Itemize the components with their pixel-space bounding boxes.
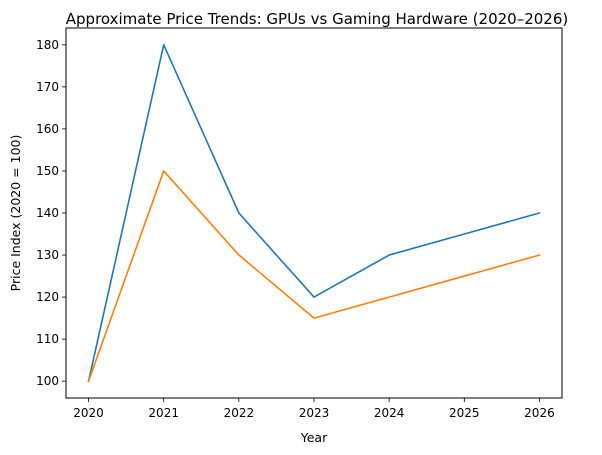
series-line-1 (87, 170, 541, 383)
x-tick-label: 2020 (73, 406, 104, 420)
x-tick-label: 2024 (374, 406, 405, 420)
x-axis-ticks: 2020 2021 2022 2023 2024 2025 2026 (73, 398, 555, 420)
y-tick-label: 140 (36, 206, 59, 220)
x-tick-label: 2026 (524, 406, 555, 420)
y-tick-label: 160 (36, 122, 59, 136)
y-tick-label: 110 (36, 332, 59, 346)
plot-frame (65, 27, 563, 399)
x-tick-label: 2022 (224, 406, 255, 420)
x-tick-label: 2023 (299, 406, 330, 420)
y-axis-label: Price Index (2020 = 100) (8, 135, 23, 292)
y-axis-ticks: 100 110 120 130 140 150 160 170 180 (36, 38, 66, 388)
y-tick-label: 130 (36, 248, 59, 262)
y-tick-label: 180 (36, 38, 59, 52)
y-tick-label: 170 (36, 80, 59, 94)
y-tick-label: 150 (36, 164, 59, 178)
y-tick-label: 100 (36, 374, 59, 388)
x-tick-label: 2025 (449, 406, 480, 420)
plot-lines (87, 44, 541, 383)
series-line-0 (87, 44, 541, 383)
x-tick-label: 2021 (148, 406, 179, 420)
x-axis-label: Year (300, 430, 328, 445)
y-tick-label: 120 (36, 290, 59, 304)
chart-title: Approximate Price Trends: GPUs vs Gaming… (66, 10, 568, 28)
